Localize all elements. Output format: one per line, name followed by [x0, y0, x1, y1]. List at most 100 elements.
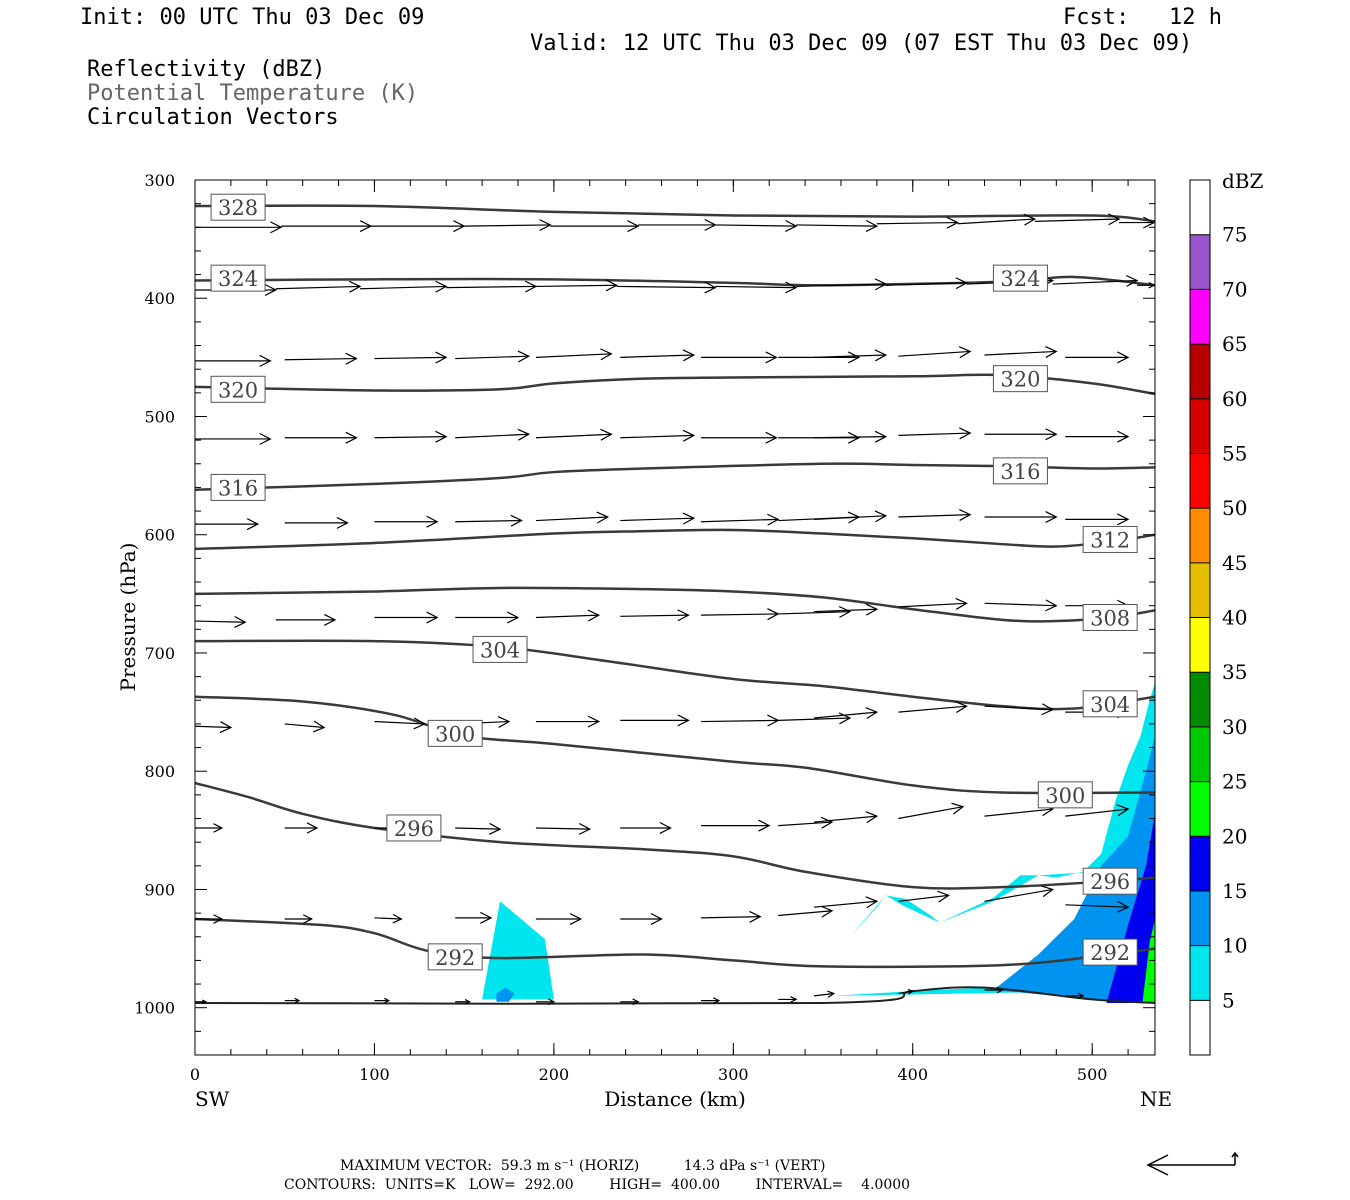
vector-1-2 — [360, 280, 448, 293]
contour-label-316-0: 316 — [210, 473, 266, 501]
vector-8-8 — [814, 896, 879, 909]
x-tick-label-100: 100 — [359, 1065, 390, 1084]
vector-3-1 — [284, 431, 358, 444]
theta-contour-304 — [195, 639, 1155, 711]
contour-label-300-1: 300 — [1037, 781, 1093, 809]
vector-6-10 — [984, 703, 1055, 716]
vector-3-2 — [374, 430, 448, 443]
colorbar-label-40: 40 — [1222, 606, 1247, 630]
vector-1-6 — [715, 281, 798, 294]
vector-2-9 — [898, 346, 972, 359]
vector-7-1 — [284, 822, 319, 834]
vector-9-8 — [813, 990, 836, 998]
vector-9-6 — [701, 997, 721, 1004]
colorbar-swatch-12 — [1190, 344, 1210, 399]
vector-6-9 — [898, 701, 968, 714]
colorbar-swatch-4 — [1190, 781, 1210, 837]
x-tick-label-200: 200 — [539, 1065, 570, 1084]
vector-9-3 — [455, 998, 471, 1005]
plot-frame — [194, 179, 1156, 1056]
vector-6-0 — [194, 721, 233, 734]
y-tick-label-1000: 1000 — [134, 999, 175, 1018]
reflectivity-region-10-3 — [496, 987, 515, 1002]
colorbar-label-55: 55 — [1222, 441, 1247, 465]
vector-1-8 — [885, 277, 968, 290]
vector-0-2 — [370, 220, 466, 233]
vector-3-0 — [195, 432, 272, 445]
vector-0-1 — [281, 220, 373, 233]
svg-text:316: 316 — [218, 476, 258, 500]
contour-label-292-1: 292 — [1082, 938, 1138, 966]
vector-0-0 — [195, 221, 283, 234]
vector-4-5 — [620, 512, 696, 525]
colorbar-label-35: 35 — [1222, 660, 1247, 684]
vector-8-10 — [984, 885, 1055, 902]
vector-5-8 — [814, 603, 879, 616]
vector-9-1 — [284, 997, 301, 1004]
vector-7-11 — [1065, 804, 1130, 817]
svg-text:324: 324 — [218, 267, 258, 291]
vector-2-5 — [620, 349, 696, 362]
vector-9-4 — [535, 998, 556, 1006]
axes: 0 100 200 300 400 500 300 400 500 600 700 800 900 100… — [134, 171, 1155, 1084]
svg-text:304: 304 — [480, 638, 520, 662]
vector-2-11 — [1065, 351, 1130, 364]
vector-8-4 — [535, 913, 583, 926]
vector-1-1 — [275, 280, 362, 293]
vector-1-7 — [796, 278, 888, 291]
colorbar-label-70: 70 — [1222, 277, 1247, 301]
vector-5-0 — [194, 616, 247, 628]
vector-4-4 — [535, 511, 610, 524]
y-axis-label: Pressure (hPa) — [116, 543, 140, 692]
colorbar-title: dBZ — [1222, 169, 1264, 193]
colorbar-swatch-5 — [1190, 726, 1210, 782]
vector-9-0 — [195, 999, 208, 1005]
y-tick-label-300: 300 — [144, 171, 175, 190]
vector-8-5 — [620, 913, 663, 926]
svg-text:312: 312 — [1090, 528, 1130, 552]
vector-0-6 — [715, 219, 798, 232]
forecast-hour: Fcst: 12 h — [1063, 5, 1222, 30]
svg-text:300: 300 — [435, 722, 475, 746]
vector-2-6 — [701, 351, 778, 364]
colorbar-swatch-9 — [1190, 508, 1210, 563]
vector-0-5 — [638, 218, 717, 231]
contour-label-296-1: 296 — [1082, 867, 1138, 895]
vector-5-9 — [898, 597, 968, 610]
colorbar-label-75: 75 — [1222, 223, 1247, 247]
colorbar-swatch-15 — [1190, 180, 1210, 235]
vector-2-2 — [374, 351, 448, 364]
colorbar-label-15: 15 — [1222, 879, 1247, 903]
vector-5-10 — [984, 599, 1058, 612]
vector-6-4 — [535, 715, 601, 728]
theta-contour-312 — [195, 528, 1155, 551]
vector-2-8 — [814, 349, 888, 362]
colorbar-swatch-14 — [1190, 234, 1210, 290]
reflectivity-region-20-5 — [1142, 919, 1155, 1003]
contour-label-324-1: 324 — [992, 264, 1048, 292]
contour-label-304-0: 304 — [472, 635, 528, 663]
vector-3-5 — [620, 429, 696, 442]
colorbar-swatch-1 — [1190, 945, 1210, 1001]
theta-contour-300 — [195, 695, 1155, 795]
colorbar-swatch-13 — [1190, 289, 1210, 345]
svg-text:304: 304 — [1090, 693, 1130, 717]
vector-8-7 — [778, 905, 834, 918]
colorbar-swatch-8 — [1190, 562, 1210, 618]
x-tick-label-400: 400 — [897, 1065, 928, 1084]
x-tick-label-500: 500 — [1077, 1065, 1108, 1084]
max-vector-text: MAXIMUM VECTOR: 59.3 m s⁻¹ (HORIZ) 14.3 … — [340, 1158, 826, 1174]
y-tick-label-400: 400 — [144, 289, 175, 308]
x-tick-label-300: 300 — [718, 1065, 749, 1084]
colorbar-swatch-6 — [1190, 672, 1210, 727]
vector-1-10 — [1052, 274, 1139, 287]
vector-7-0 — [195, 823, 224, 833]
vector-0-3 — [464, 219, 552, 232]
colorbar-swatch-7 — [1190, 617, 1210, 673]
svg-text:320: 320 — [218, 378, 258, 402]
svg-text:300: 300 — [1045, 784, 1085, 808]
theta-contour-324 — [195, 275, 1155, 287]
colorbar-label-25: 25 — [1222, 770, 1247, 794]
vector-6-6 — [701, 714, 780, 727]
vector-2-3 — [455, 350, 531, 363]
